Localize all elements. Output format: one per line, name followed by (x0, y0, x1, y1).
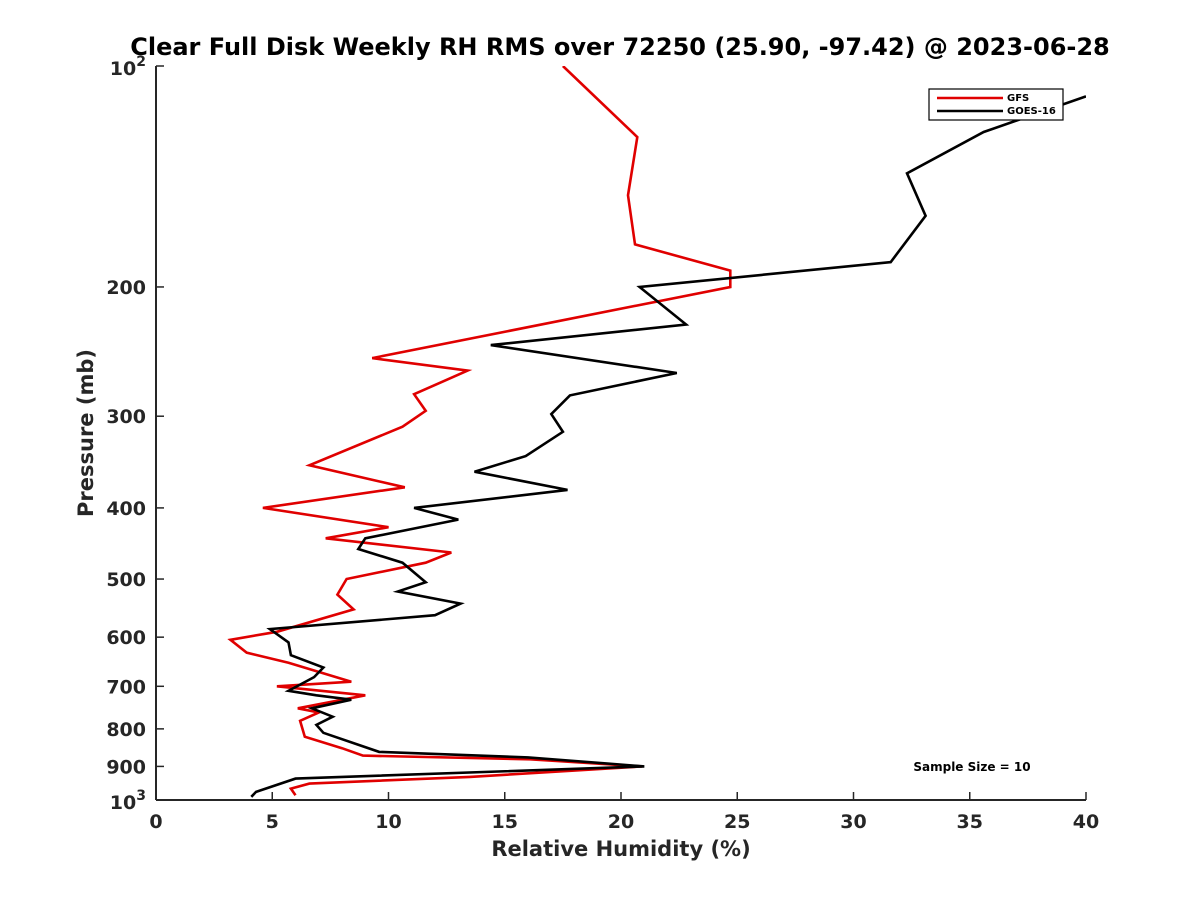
y-axis-label: Pressure (mb) (74, 349, 98, 517)
y-tick-label: 103 (110, 788, 146, 814)
x-tick-label: 40 (1073, 811, 1099, 833)
y-tick-label: 102 (110, 54, 146, 80)
y-tick-label: 200 (106, 277, 146, 299)
y-tick-label: 600 (106, 627, 146, 649)
series-line-goes16 (250, 95, 1086, 798)
x-tick-label: 30 (840, 811, 866, 833)
x-tick-label: 15 (492, 811, 518, 833)
legend-label-gfs: GFS (1007, 93, 1029, 104)
legend: GFS GOES-16 (928, 88, 1064, 121)
x-tick-label: 0 (149, 811, 162, 833)
y-tick-label: 900 (106, 756, 146, 778)
x-tick-label: 35 (957, 811, 983, 833)
x-tick-label: 20 (608, 811, 634, 833)
x-tick-label: 10 (375, 811, 401, 833)
x-tick-label: 5 (266, 811, 279, 833)
y-tick-label: 500 (106, 569, 146, 591)
sample-size-annotation: Sample Size = 10 (913, 760, 1030, 774)
x-ticks: 0 5 10 15 20 25 30 35 40 (149, 792, 1099, 833)
series-line-gfs (227, 66, 732, 796)
plot-area: 0 5 10 15 20 25 30 35 40 102 200 300 400 500 600 700 80… (106, 54, 1099, 833)
y-ticks: 102 200 300 400 500 600 700 800 900 103 (106, 54, 164, 814)
y-tick-label: 300 (106, 406, 146, 428)
series-group (227, 66, 1086, 798)
x-axis-label: Relative Humidity (%) (491, 837, 750, 861)
y-tick-label: 400 (106, 498, 146, 520)
x-tick-label: 25 (724, 811, 750, 833)
y-tick-label: 700 (106, 676, 146, 698)
legend-box (928, 88, 1064, 121)
legend-label-goes16: GOES-16 (1007, 106, 1056, 117)
chart-title: Clear Full Disk Weekly RH RMS over 72250… (130, 33, 1110, 61)
y-tick-label: 800 (106, 719, 146, 741)
